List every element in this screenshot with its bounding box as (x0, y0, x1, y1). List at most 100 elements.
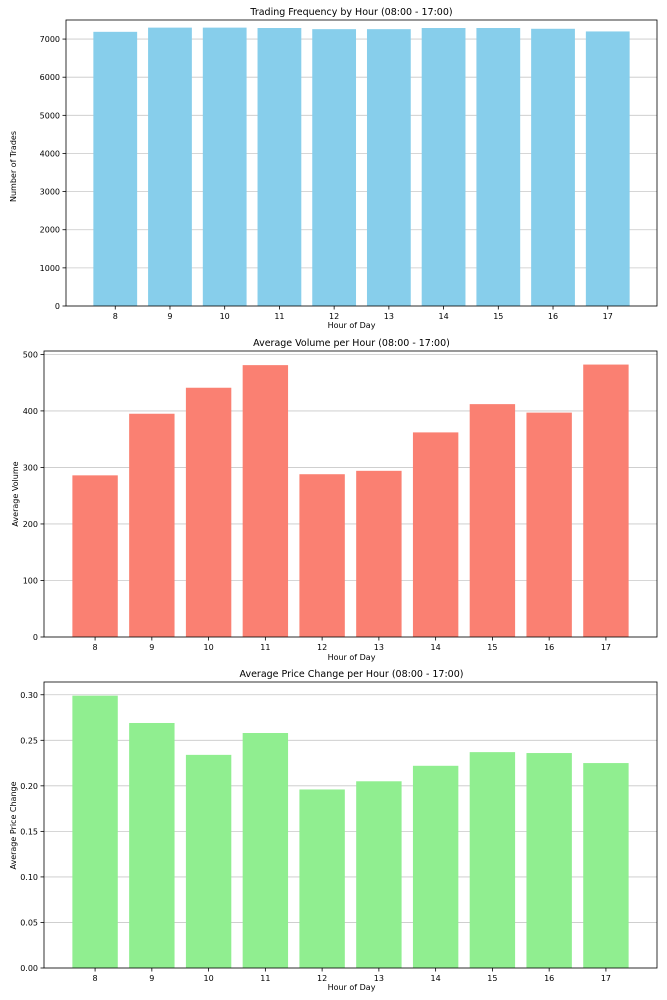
bar (242, 733, 289, 968)
y-tick-label: 0.20 (20, 782, 38, 791)
y-tick-label: 0 (55, 302, 60, 311)
bar (583, 763, 629, 968)
y-tick-label: 0.00 (20, 964, 38, 973)
x-tick-label: 14 (438, 312, 448, 321)
y-tick-label: 4000 (40, 149, 60, 158)
chart-title: Average Price Change per Hour (08:00 - 1… (240, 669, 464, 680)
y-tick-label: 0.30 (20, 691, 38, 700)
bar (356, 470, 402, 637)
axes-frame (43, 350, 658, 638)
x-tick-label: 13 (384, 312, 394, 321)
x-axis-label: Hour of Day (328, 321, 376, 330)
y-tick-label: 0.15 (20, 827, 38, 836)
y-axis-label: Number of Trades (9, 131, 18, 202)
x-tick-label: 12 (329, 312, 339, 321)
x-tick-label: 16 (548, 312, 558, 321)
bar (366, 29, 411, 306)
x-tick-label: 10 (204, 974, 214, 983)
x-axis-label: Hour of Day (328, 653, 376, 662)
x-tick-label: 9 (167, 312, 172, 321)
x-tick-label: 11 (260, 974, 270, 983)
x-tick-label: 13 (374, 643, 384, 652)
axes-frame (65, 19, 658, 307)
chart-average-price-change: Average Price Change per Hour (08:00 - 1… (9, 669, 658, 992)
bar (202, 27, 247, 306)
y-tick-label: 1000 (40, 264, 60, 273)
bar (526, 412, 572, 637)
y-tick-label: 6000 (40, 73, 60, 82)
x-tick-label: 11 (260, 643, 270, 652)
x-tick-label: 15 (487, 974, 497, 983)
bar (531, 28, 575, 307)
bar (129, 413, 175, 637)
x-tick-label: 9 (149, 643, 154, 652)
bar (72, 695, 118, 968)
x-tick-label: 14 (431, 974, 441, 983)
y-tick-label: 3000 (40, 188, 60, 197)
x-tick-label: 12 (317, 643, 327, 652)
bar (583, 364, 629, 637)
bar (148, 27, 192, 306)
x-tick-label: 16 (544, 643, 554, 652)
bar (526, 753, 572, 968)
bar (476, 28, 521, 307)
x-tick-label: 14 (431, 643, 441, 652)
x-tick-label: 10 (204, 643, 214, 652)
bar (469, 404, 516, 637)
chart-title: Trading Frequency by Hour (08:00 - 17:00… (249, 7, 452, 18)
x-tick-label: 15 (487, 643, 497, 652)
chart-trading-frequency: Trading Frequency by Hour (08:00 - 17:00… (9, 7, 658, 330)
chart-title: Average Volume per Hour (08:00 - 17:00) (253, 338, 450, 349)
bar (585, 31, 630, 306)
x-tick-label: 9 (149, 974, 154, 983)
y-axis-label: Average Price Change (9, 781, 18, 869)
y-tick-label: 7000 (40, 35, 60, 44)
x-tick-label: 8 (93, 643, 98, 652)
bar (299, 474, 345, 637)
bar (93, 31, 138, 307)
x-axis-label: Hour of Day (328, 983, 376, 992)
y-tick-label: 5000 (40, 111, 60, 120)
y-tick-label: 100 (23, 576, 38, 585)
bar (356, 781, 402, 968)
bar (312, 29, 357, 306)
x-tick-label: 15 (493, 312, 503, 321)
x-tick-label: 12 (317, 974, 327, 983)
plot-area: 0.00 0.05 0.10 0.15 0.20 0.25 0.30 8 9 10 11 12 13 14… (20, 681, 658, 983)
x-tick-label: 17 (601, 643, 611, 652)
y-axis-label: Average Volume (11, 461, 20, 526)
x-tick-label: 11 (274, 312, 284, 321)
x-tick-label: 17 (601, 974, 611, 983)
y-tick-label: 400 (23, 407, 38, 416)
bar (412, 765, 459, 968)
y-tick-label: 0.05 (20, 918, 38, 927)
x-tick-label: 16 (544, 974, 554, 983)
chart-average-volume: Average Volume per Hour (08:00 - 17:00) … (11, 338, 658, 662)
y-tick-label: 0.25 (20, 736, 38, 745)
x-tick-label: 8 (93, 974, 98, 983)
bar (421, 28, 466, 307)
x-tick-label: 17 (603, 312, 613, 321)
bar (257, 28, 302, 307)
bar (185, 754, 232, 968)
bar (299, 789, 345, 968)
y-tick-label: 300 (23, 463, 38, 472)
plot-area: 0 100 200 300 400 500 8 9 10 11 12 13 14 15 16 17 (23, 350, 658, 652)
axes-frame (43, 681, 658, 969)
y-tick-label: 2000 (40, 226, 60, 235)
y-tick-label: 0 (33, 633, 38, 642)
plot-area: 0 1000 2000 3000 4000 5000 6000 7000 8 9 10 11 12 13 1… (40, 19, 658, 321)
bar (469, 752, 516, 968)
bar (72, 475, 118, 637)
bar (242, 365, 289, 637)
bar (129, 722, 175, 968)
y-tick-label: 0.10 (20, 873, 38, 882)
y-tick-label: 500 (23, 350, 38, 359)
x-tick-label: 10 (220, 312, 230, 321)
bar (185, 387, 232, 637)
bar (412, 432, 459, 637)
x-tick-label: 13 (374, 974, 384, 983)
x-tick-label: 8 (113, 312, 118, 321)
y-tick-label: 200 (23, 520, 38, 529)
